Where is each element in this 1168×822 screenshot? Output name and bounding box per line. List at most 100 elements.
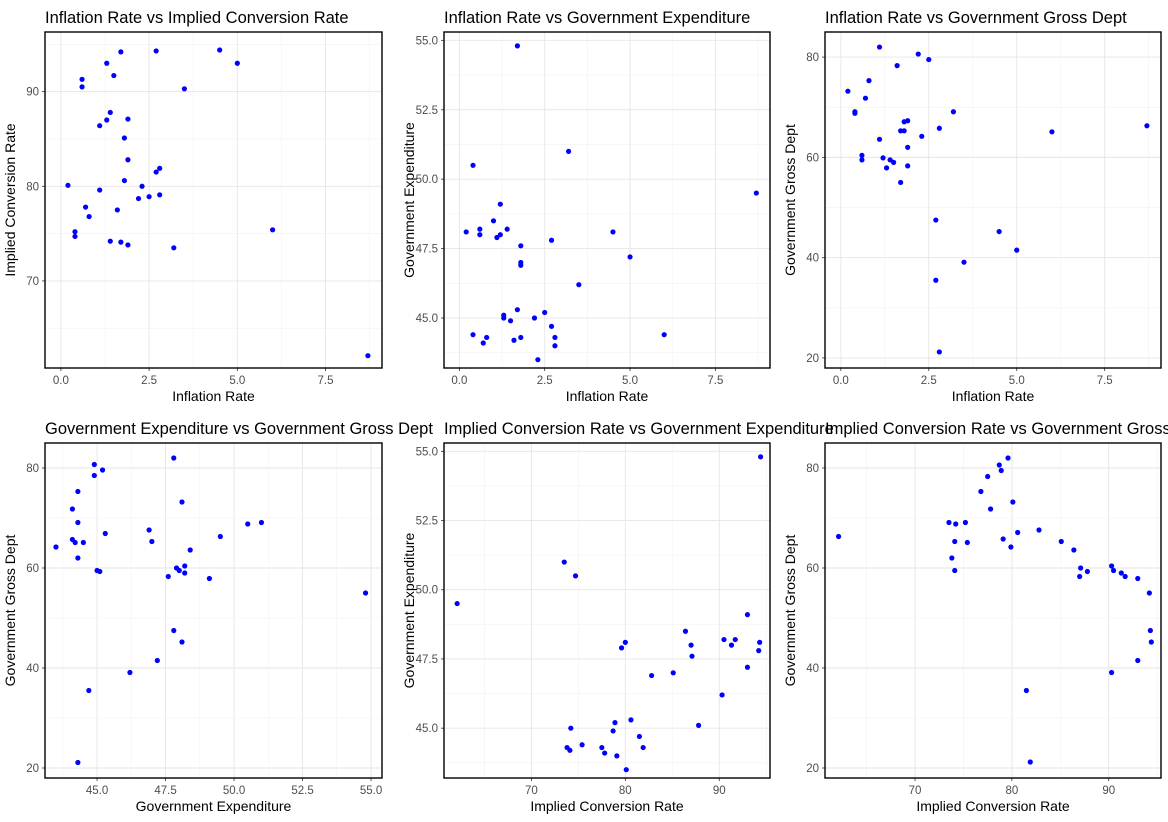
- data-point: [75, 555, 80, 560]
- data-point: [518, 243, 523, 248]
- data-point: [884, 165, 889, 170]
- data-point: [745, 612, 750, 617]
- data-point: [1059, 539, 1064, 544]
- y-tick-label: 80: [26, 181, 39, 193]
- y-tick-label: 60: [26, 563, 39, 575]
- data-point: [568, 726, 573, 731]
- data-point: [470, 332, 475, 337]
- data-point: [905, 118, 910, 123]
- data-point: [157, 166, 162, 171]
- y-tick-label: 47.5: [416, 244, 438, 256]
- data-point: [602, 750, 607, 755]
- data-point: [961, 260, 966, 265]
- data-point: [125, 157, 130, 162]
- y-axis-label: Implied Conversion Rate: [2, 123, 18, 277]
- data-point: [217, 47, 222, 52]
- data-point: [1078, 565, 1083, 570]
- data-point: [866, 78, 871, 83]
- data-point: [1077, 574, 1082, 579]
- data-point: [754, 190, 759, 195]
- data-point: [115, 207, 120, 212]
- data-point: [937, 126, 942, 131]
- y-tick-label: 40: [26, 663, 39, 675]
- data-point: [125, 242, 130, 247]
- y-tick-label: 40: [806, 663, 819, 675]
- data-point: [877, 44, 882, 49]
- data-point: [470, 163, 475, 168]
- data-point: [951, 109, 956, 114]
- y-tick-label: 52.5: [416, 516, 438, 528]
- data-point: [65, 183, 70, 188]
- data-point: [649, 673, 654, 678]
- data-point: [515, 43, 520, 48]
- data-point: [549, 324, 554, 329]
- data-point: [671, 670, 676, 675]
- data-point: [154, 48, 159, 53]
- data-point: [245, 521, 250, 526]
- data-point: [859, 157, 864, 162]
- x-axis-label: Government Expenditure: [136, 798, 292, 814]
- data-point: [518, 263, 523, 268]
- data-point: [104, 117, 109, 122]
- y-tick-label: 47.5: [416, 654, 438, 666]
- x-axis-label: Implied Conversion Rate: [530, 798, 684, 814]
- data-point: [97, 569, 102, 574]
- data-point: [624, 767, 629, 772]
- data-point: [73, 540, 78, 545]
- x-tick-label: 5.0: [229, 375, 245, 387]
- data-point: [464, 229, 469, 234]
- x-tick-label: 0.0: [53, 375, 69, 387]
- x-tick-label: 2.5: [141, 375, 157, 387]
- data-point: [566, 149, 571, 154]
- data-point: [103, 531, 108, 536]
- data-point: [505, 227, 510, 232]
- data-point: [122, 178, 127, 183]
- y-tick-label: 60: [806, 563, 819, 575]
- data-point: [155, 658, 160, 663]
- scatter-panel-4: 45.0 47.5 50.0 52.5 55.0 20 40 60 80 Government E…: [2, 420, 433, 814]
- x-axis-label: Inflation Rate: [952, 388, 1035, 404]
- data-point: [1111, 568, 1116, 573]
- y-tick-label: 80: [806, 52, 819, 64]
- data-point: [1149, 639, 1154, 644]
- y-tick-label: 55.0: [416, 446, 438, 458]
- data-point: [1014, 248, 1019, 253]
- data-point: [946, 520, 951, 525]
- data-point: [611, 728, 616, 733]
- data-point: [627, 254, 632, 259]
- x-tick-label: 55.0: [360, 785, 382, 797]
- data-point: [573, 573, 578, 578]
- data-point: [81, 540, 86, 545]
- x-tick-label: 0.0: [451, 375, 467, 387]
- x-tick-label: 90: [713, 785, 726, 797]
- data-point: [845, 89, 850, 94]
- x-tick-label: 80: [1005, 785, 1018, 797]
- data-point: [926, 57, 931, 62]
- x-tick-label: 45.0: [86, 785, 108, 797]
- data-point: [919, 134, 924, 139]
- data-point: [933, 278, 938, 283]
- y-axis-label: Government Gross Dept: [782, 124, 798, 276]
- data-point: [270, 227, 275, 232]
- plot-panel-border: [825, 443, 1161, 778]
- plot-title: Implied Conversion Rate vs Government Ex…: [444, 420, 834, 438]
- data-point: [641, 745, 646, 750]
- data-point: [171, 245, 176, 250]
- data-point: [610, 229, 615, 234]
- data-point: [118, 49, 123, 54]
- data-point: [75, 760, 80, 765]
- y-tick-label: 52.5: [416, 105, 438, 117]
- data-point: [484, 335, 489, 340]
- data-point: [53, 544, 58, 549]
- x-tick-label: 7.5: [707, 375, 723, 387]
- data-point: [136, 196, 141, 201]
- scatter-panel-1: 0.0 2.5 5.0 7.5 70 80 90 Inflation Rate vs Impl…: [2, 9, 382, 404]
- data-point: [171, 455, 176, 460]
- x-tick-label: 7.5: [318, 375, 334, 387]
- data-point: [149, 539, 154, 544]
- data-point: [515, 307, 520, 312]
- data-point: [1015, 530, 1020, 535]
- data-point: [75, 520, 80, 525]
- data-point: [1071, 547, 1076, 552]
